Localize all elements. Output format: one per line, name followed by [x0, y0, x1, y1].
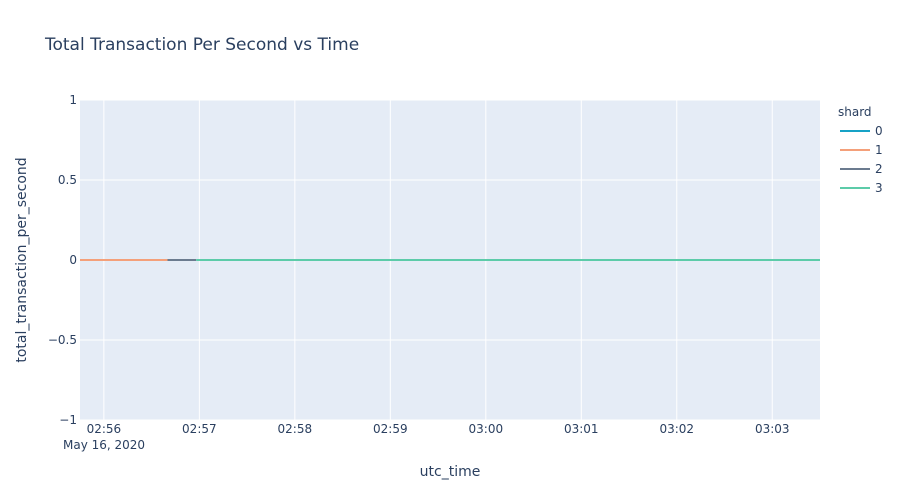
x-tick-label: 03:00	[469, 422, 504, 436]
y-axis-title: total_transaction_per_second	[14, 157, 30, 362]
x-tick-label: 03:02	[659, 422, 694, 436]
legend-label-shard-1: 1	[875, 143, 883, 157]
y-tick-label: −0.5	[48, 333, 77, 347]
legend-label-shard-0: 0	[875, 124, 883, 138]
y-tick-label: −1	[59, 413, 77, 427]
x-tick-label: 02:57	[182, 422, 217, 436]
y-tick-label: 0.5	[58, 173, 77, 187]
y-tick-labels: 1 0.5 0 −0.5 −1	[48, 93, 77, 427]
x-tick-label: 02:56	[87, 422, 122, 436]
x-tick-label: 03:01	[564, 422, 599, 436]
x-tick-labels: 02:56 02:57 02:58 02:59 03:00 03:01 03:02 03:03	[87, 422, 790, 436]
chart-title: Total Transaction Per Second vs Time	[44, 35, 359, 55]
x-tick-label: 02:59	[373, 422, 408, 436]
y-tick-label: 1	[69, 93, 77, 107]
x-date-label: May 16, 2020	[63, 438, 145, 452]
legend-title: shard	[838, 105, 872, 119]
legend: shard 0 1 2 3	[838, 105, 883, 195]
legend-label-shard-2: 2	[875, 162, 883, 176]
x-tick-label: 03:03	[755, 422, 790, 436]
y-tick-label: 0	[69, 253, 77, 267]
legend-label-shard-3: 3	[875, 181, 883, 195]
x-axis-title: utc_time	[420, 464, 481, 480]
x-tick-label: 02:58	[278, 422, 313, 436]
